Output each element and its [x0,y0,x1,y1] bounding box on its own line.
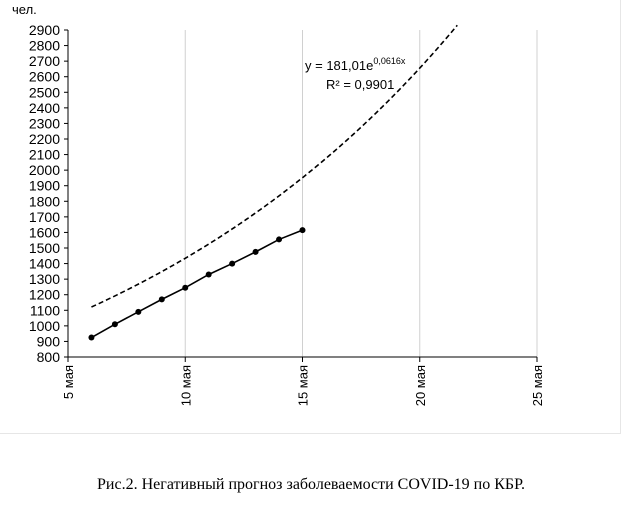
y-tick-label: 2400 [29,100,60,116]
trendline-equation-base: y = 181,01e [305,58,373,73]
data-point [182,284,189,291]
data-point [158,296,165,303]
trendline-r-squared: R² = 0,9901 [326,77,394,92]
y-tick-label: 1900 [29,178,60,194]
y-tick-label: 1200 [29,287,60,303]
y-tick-label: 2100 [29,147,60,163]
data-point [229,260,236,267]
y-unit-label: чел. [12,2,37,17]
data-point [111,321,118,328]
y-tick-label: 800 [37,349,61,365]
trendline-equation: y = 181,01e0,0616x [305,56,406,73]
x-tick-label: 10 мая [178,365,193,406]
data-point [88,334,95,341]
y-tick-label: 1000 [29,318,60,334]
frame-right [620,0,621,434]
trendline-equation-exponent: 0,0616x [373,56,406,66]
y-tick-label: 2600 [29,69,60,85]
data-point [135,308,142,315]
y-tick-label: 2200 [29,131,60,147]
y-tick-label: 1400 [29,256,60,272]
chart: 800 900 1000 1100 1200 1300 1400 1500 1600 1700 18… [0,0,621,434]
y-tick-label: 2800 [29,38,60,54]
labels: 8009001000110012001300140015001600170018… [29,22,545,406]
y-tick-label: 2900 [29,22,60,38]
data-point [299,227,306,234]
y-tick-label: 2000 [29,162,60,178]
y-tick-label: 1300 [29,271,60,287]
x-tick-label: 15 мая [296,365,311,406]
figure-caption: Рис.2. Негативный прогноз заболеваемости… [97,476,525,493]
trendline-layer [91,24,458,308]
x-tick-label: 20 мая [413,365,428,406]
y-tick-label: 1500 [29,240,60,256]
y-tick-label: 1800 [29,193,60,209]
chart-svg: 8009001000110012001300140015001600170018… [12,2,545,406]
data-point [205,271,212,278]
y-tick-label: 1700 [29,209,60,225]
y-tick-label: 1100 [30,302,60,318]
data-point [276,236,283,243]
series-layer [88,227,306,341]
grid [184,30,538,357]
y-tick-label: 1600 [29,224,60,240]
data-point [252,248,259,255]
x-tick-label: 5 мая [61,365,76,399]
y-tick-label: 2500 [29,84,60,100]
frame-bottom [0,433,621,434]
trendline-exponential [91,24,458,308]
y-tick-label: 2300 [29,115,60,131]
x-tick-label: 25 мая [530,365,545,406]
axes [64,29,538,362]
series-line [91,229,303,339]
y-tick-label: 2700 [29,53,60,69]
y-tick-label: 900 [37,333,61,349]
